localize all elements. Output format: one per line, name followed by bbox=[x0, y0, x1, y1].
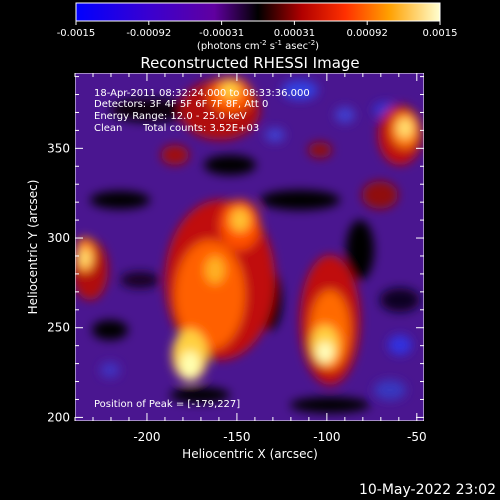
y-axis-label: Heliocentric Y (arcsec) bbox=[26, 180, 40, 315]
y-tick-label: 200 bbox=[47, 410, 70, 424]
total-counts-label: Total counts: 3.52E+03 bbox=[142, 123, 259, 134]
x-tick-label: -150 bbox=[223, 430, 250, 444]
color-bar-unit: (photons cm-2 s-1 asec-2) bbox=[197, 39, 319, 52]
y-tick-label: 250 bbox=[47, 321, 70, 335]
detectors-label: Detectors: 3F 4F 5F 6F 7F 8F, Att 0 bbox=[94, 99, 268, 110]
color-bar-ticks: -0.0015 -0.00092 -0.00031 0.00031 0.00092 0.0… bbox=[57, 21, 458, 39]
x-tick-label: -200 bbox=[133, 430, 160, 444]
plot-title: Reconstructed RHESSI Image bbox=[140, 54, 359, 72]
color-bar: -0.0015 -0.00092 -0.00031 0.00031 0.00092 0.0… bbox=[57, 2, 458, 52]
color-bar-tick-label: -0.00031 bbox=[199, 28, 244, 39]
y-tick-label: 350 bbox=[47, 141, 70, 155]
color-bar-tick-label: 0.00092 bbox=[347, 28, 388, 39]
x-tick-label: -50 bbox=[407, 430, 427, 444]
y-tick-label: 300 bbox=[47, 231, 70, 245]
x-axis-label: Heliocentric X (arcsec) bbox=[182, 447, 318, 461]
color-bar-tick-label: 0.0015 bbox=[423, 28, 458, 39]
peak-position-label: Position of Peak = [-179,227] bbox=[94, 399, 240, 410]
color-bar-tick-label: -0.0015 bbox=[57, 28, 96, 39]
color-bar-frame bbox=[75, 2, 441, 22]
y-axis: 250 300 350 200 bbox=[47, 76, 424, 424]
method-label: Clean bbox=[94, 123, 122, 134]
energy-range-label: Energy Range: 12.0 - 25.0 keV bbox=[94, 111, 247, 122]
image-intensity-field bbox=[75, 77, 422, 413]
color-bar-tick-label: -0.00092 bbox=[126, 28, 171, 39]
image-annotation: 18-Apr-2011 08:32:24.000 to 08:33:36.000… bbox=[94, 88, 310, 410]
time-range-label: 18-Apr-2011 08:32:24.000 to 08:33:36.000 bbox=[94, 88, 310, 99]
color-bar-gradient bbox=[76, 3, 440, 21]
color-bar-tick-label: 0.00031 bbox=[274, 28, 315, 39]
x-tick-label: -100 bbox=[313, 430, 340, 444]
plot-date: 10-May-2022 23:02 bbox=[359, 482, 496, 498]
rhessi-image bbox=[75, 73, 424, 421]
